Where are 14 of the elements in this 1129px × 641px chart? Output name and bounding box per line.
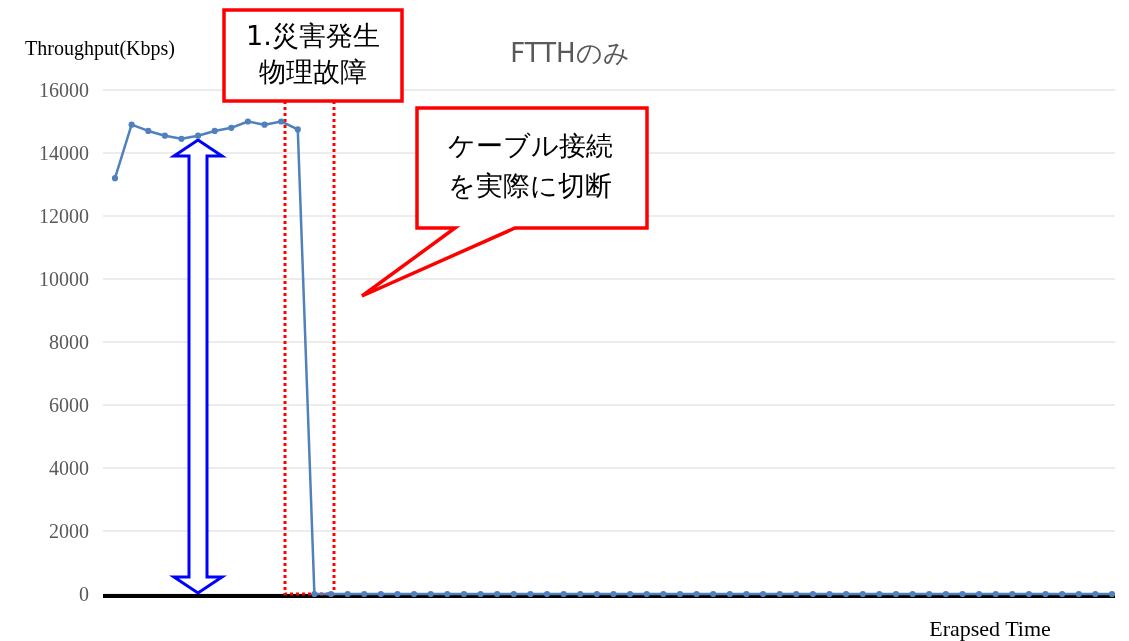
y-axis-title: Throughput(Kbps) xyxy=(25,37,175,60)
y-tick-label: 8000 xyxy=(49,330,89,353)
chart-title: FTTHのみ xyxy=(510,38,630,68)
text: 1.災害発生物理故障 xyxy=(246,20,380,87)
y-tick-label: 14000 xyxy=(39,141,89,164)
y-tick-label: 2000 xyxy=(49,519,89,542)
annotation: ケーブル接続を実際に切断 xyxy=(447,130,613,201)
y-tick-label: 16000 xyxy=(39,78,89,101)
y-tick-label: 4000 xyxy=(49,456,89,479)
x-axis-title: Erapsed Time xyxy=(929,616,1051,641)
y-tick-label: 10000 xyxy=(39,267,89,290)
y-tick-label: 6000 xyxy=(49,393,89,416)
y-tick-label: 0 xyxy=(79,582,89,605)
y-tick-label: 12000 xyxy=(39,204,89,227)
